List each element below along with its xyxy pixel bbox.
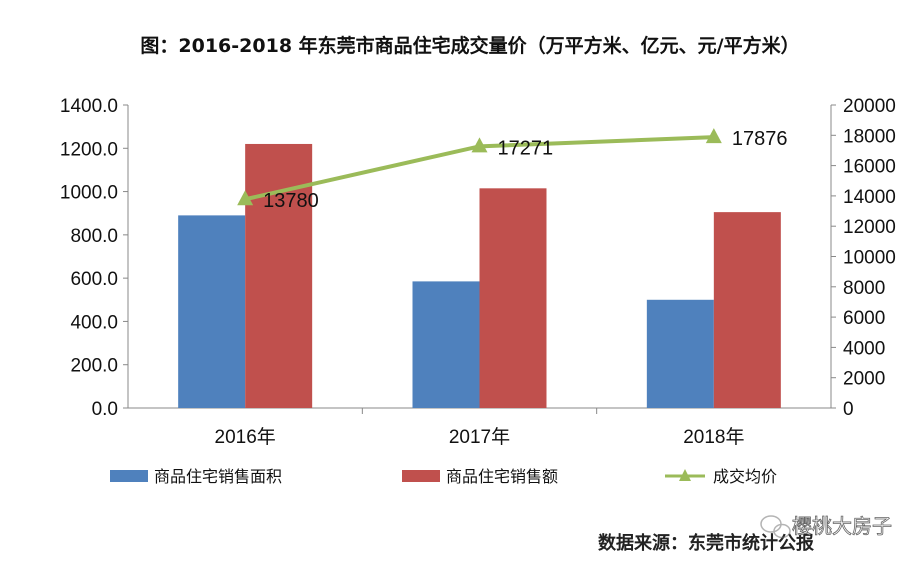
legend-label: 商品住宅销售面积 xyxy=(154,467,282,486)
x-tick-label: 2017年 xyxy=(449,426,510,448)
right-tick-label: 4000 xyxy=(843,338,885,359)
right-tick-label: 10000 xyxy=(843,248,896,269)
left-tick-label: 800.0 xyxy=(70,226,118,247)
right-tick-label: 8000 xyxy=(843,278,885,299)
watermark: 樱桃大房子 xyxy=(792,514,892,538)
legend-marker xyxy=(679,469,691,481)
bar-sales-area xyxy=(646,299,714,408)
right-tick-label: 20000 xyxy=(843,96,896,117)
chart-title: 图：2016-2018 年东莞市商品住宅成交量价（万平方米、亿元、元/平方米） xyxy=(140,34,799,57)
bar-sales-area xyxy=(178,215,246,408)
left-tick-label: 200.0 xyxy=(70,356,118,377)
left-tick-label: 600.0 xyxy=(70,269,118,290)
right-tick-label: 16000 xyxy=(843,157,896,178)
x-tick-label: 2016年 xyxy=(215,426,276,448)
legend-label: 商品住宅销售额 xyxy=(446,467,558,486)
right-tick-label: 12000 xyxy=(843,217,896,238)
legend-swatch xyxy=(402,470,440,482)
legend-label: 成交均价 xyxy=(713,467,777,486)
x-tick-label: 2018年 xyxy=(683,426,744,448)
left-tick-label: 1400.0 xyxy=(60,96,118,117)
right-tick-label: 0 xyxy=(843,399,854,420)
left-tick-label: 400.0 xyxy=(70,312,118,333)
right-tick-label: 18000 xyxy=(843,126,896,147)
right-tick-label: 14000 xyxy=(843,187,896,208)
right-tick-label: 6000 xyxy=(843,308,885,329)
right-tick-label: 2000 xyxy=(843,369,885,390)
wechat-icon xyxy=(760,515,791,539)
bar-sales-amount xyxy=(245,143,313,408)
left-tick-label: 0.0 xyxy=(92,399,118,420)
bar-sales-area xyxy=(412,281,480,408)
left-tick-label: 1000.0 xyxy=(60,183,118,204)
data-label: 13780 xyxy=(263,190,319,212)
line-marker xyxy=(705,128,722,144)
line-marker xyxy=(237,190,254,206)
bar-sales-amount xyxy=(479,188,547,408)
legend-swatch xyxy=(110,470,148,482)
bar-sales-amount xyxy=(713,212,781,408)
line-marker xyxy=(471,137,488,153)
source-note: 数据来源：东莞市统计公报 xyxy=(598,532,814,554)
data-label: 17271 xyxy=(498,137,554,159)
left-tick-label: 1200.0 xyxy=(60,139,118,160)
data-label: 17876 xyxy=(732,128,788,150)
